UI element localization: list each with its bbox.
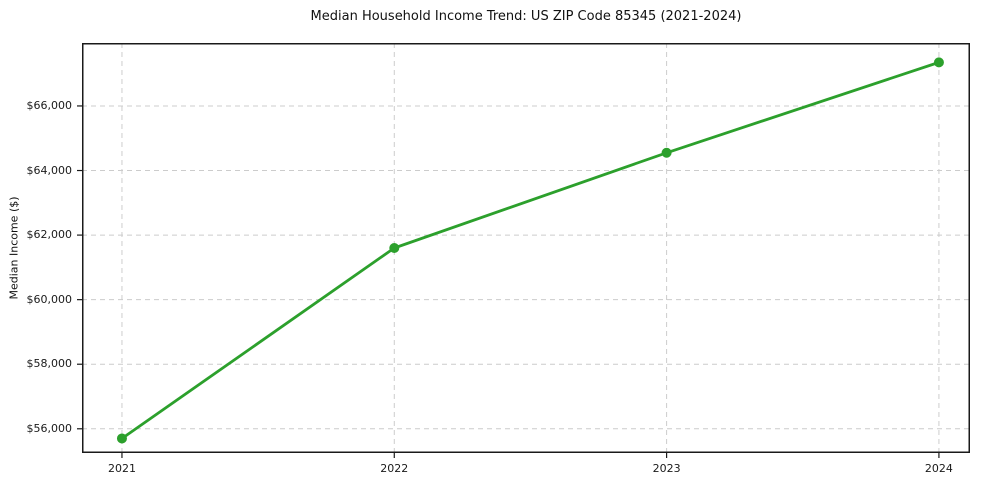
x-tick-label: 2024 (924, 462, 953, 475)
y-tick-label: $66,000 (26, 98, 73, 112)
y-tick-label: $62,000 (26, 228, 73, 242)
data-point-marker (933, 57, 944, 68)
plot-area (77, 43, 970, 458)
y-tick-label: $56,000 (26, 421, 73, 435)
y-tick-label: $60,000 (26, 292, 73, 306)
y-tick-label: $64,000 (26, 163, 73, 177)
x-tick-label: 2022 (380, 462, 409, 475)
income-trend-line (120, 60, 941, 440)
plot-border (82, 43, 970, 453)
data-point-marker (116, 433, 127, 444)
chart-title: Median Household Income Trend: US ZIP Co… (310, 9, 742, 24)
y-axis-label: Median Income ($) (7, 196, 21, 300)
data-point-marker (661, 147, 672, 158)
data-point-marker (389, 243, 400, 253)
y-tick-label: $58,000 (26, 357, 73, 371)
x-tick-label: 2023 (652, 462, 681, 475)
x-tick-label: 2021 (107, 462, 136, 475)
